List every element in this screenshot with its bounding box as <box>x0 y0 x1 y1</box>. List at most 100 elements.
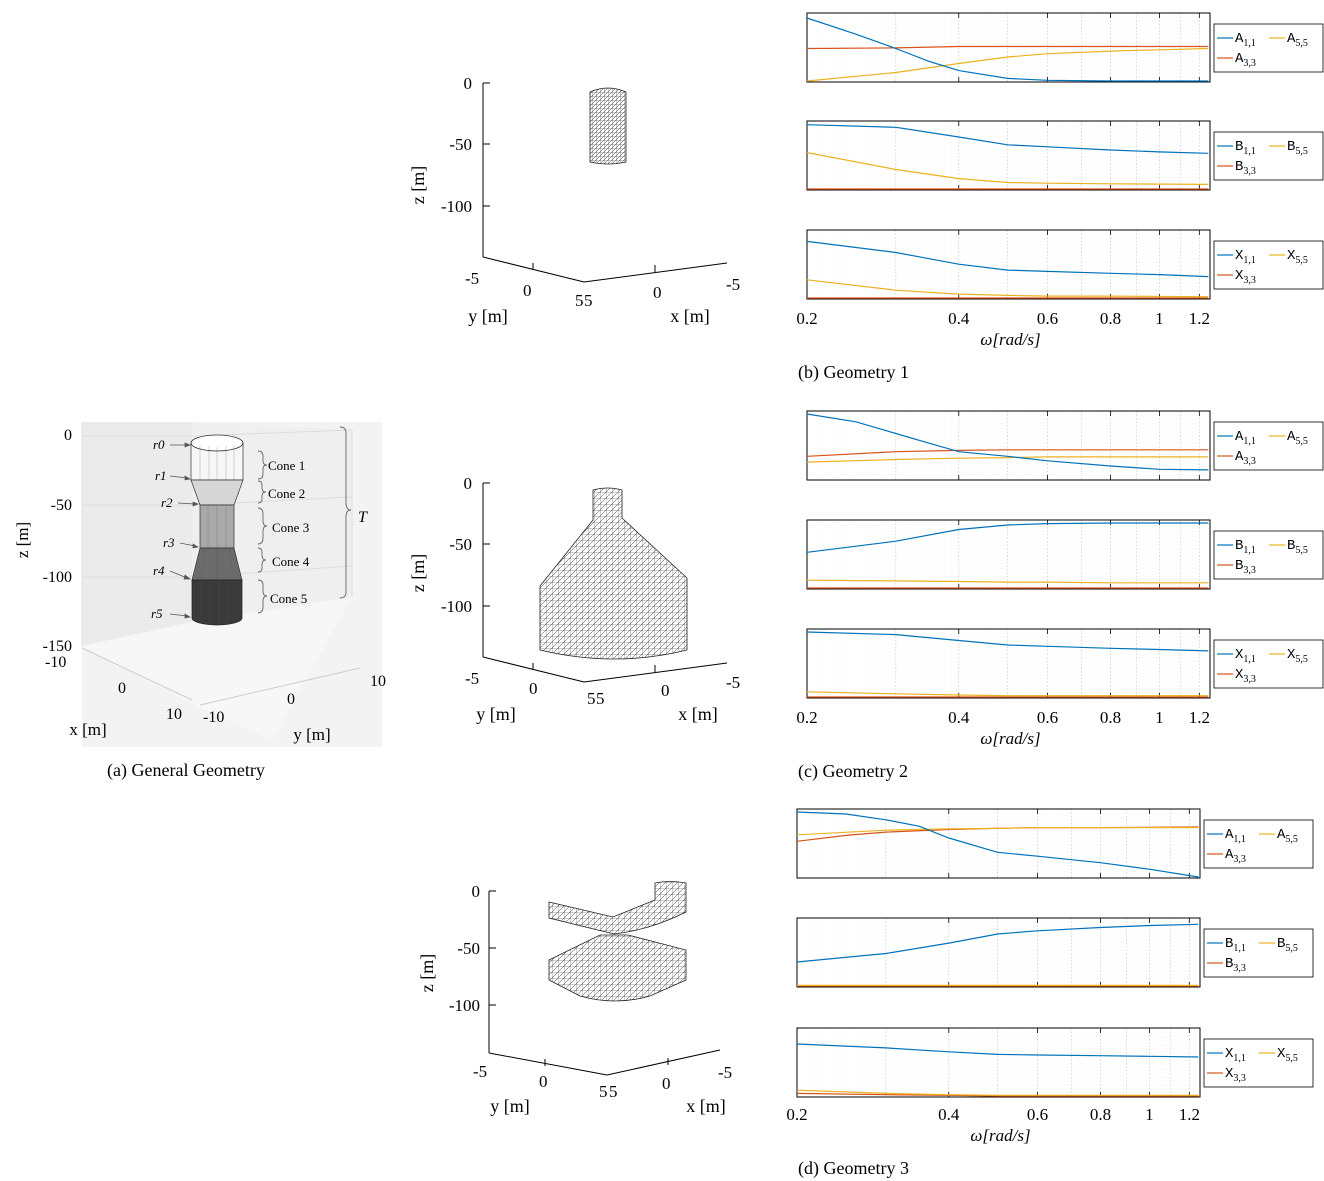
mesh-y-label: y [m] <box>468 306 508 326</box>
cone-facets <box>199 445 235 625</box>
panel-frame <box>796 917 1201 988</box>
series-line-A3-3 <box>806 449 1209 457</box>
y-tick: 5 <box>599 1082 608 1101</box>
series-line-A1-1 <box>806 413 1209 471</box>
legend: B1,1 B5,5B3,3 <box>1203 928 1314 978</box>
mesh-axes <box>488 890 721 1076</box>
legend-entry: X1,1 <box>1207 1046 1246 1064</box>
legend-label: B1,1 <box>1235 538 1256 556</box>
mesh-x-label: x [m] <box>678 704 718 724</box>
z-tick: -100 <box>449 996 480 1015</box>
x-tick: 5 <box>609 1082 618 1101</box>
x-tick-label: 1 <box>1145 1105 1154 1124</box>
mesh-x-label: x [m] <box>686 1096 726 1116</box>
legend-label: A3,3 <box>1235 51 1256 69</box>
legend-letter: X <box>1235 647 1244 663</box>
coefficient-charts: A1,1 A5,5A3,3B1,1 B5,5B3,3X1,1 X5,5X3,30.2 0… <box>786 12 1324 1145</box>
legend-subscript: 3,3 <box>1243 456 1256 467</box>
x-tick-label: 1.2 <box>1189 708 1210 727</box>
z-tick: -50 <box>51 497 72 514</box>
y-axis-line <box>199 667 361 706</box>
legend-letter: A <box>1225 847 1234 863</box>
x-tick: 5 <box>584 291 593 310</box>
legend-box <box>1203 928 1314 978</box>
radius-arrows <box>169 442 199 619</box>
series-line-B1-1 <box>806 522 1209 553</box>
legend-entry: B1,1 <box>1217 538 1256 556</box>
x-tick: 0 <box>661 681 670 700</box>
x-tick: 10 <box>166 706 182 723</box>
x-tick-label: 0.2 <box>796 309 817 328</box>
x-tick-label: 0.6 <box>1037 708 1058 727</box>
mesh-x-ticks: 5 0 -5 <box>596 673 740 708</box>
mesh-y-ticks: -5 0 5 <box>473 1062 608 1101</box>
legend-letter: A <box>1235 51 1244 67</box>
legend-subscript: 5,5 <box>1295 545 1308 556</box>
caption-a: (a) General Geometry <box>107 760 265 780</box>
series-line-A3-3 <box>806 45 1209 50</box>
mesh-y-label: y [m] <box>476 704 516 724</box>
mesh-z-label: z [m] <box>408 166 428 204</box>
mesh-y-ticks: -5 0 5 <box>465 669 596 708</box>
series-line-X1-1 <box>806 631 1209 652</box>
radius-label-r4: r4 <box>153 563 165 578</box>
legend-entry: A3,3 <box>1207 847 1246 865</box>
y-tick: 5 <box>575 291 584 310</box>
legend-letter: B <box>1287 139 1295 155</box>
caption-b: (b) Geometry 1 <box>798 362 909 382</box>
panel-frame <box>806 229 1211 300</box>
x-tick-label: 0.4 <box>948 309 970 328</box>
x-tick-label: 0.8 <box>1100 309 1121 328</box>
cone-label-5: Cone 5 <box>270 591 307 606</box>
x-tick: 0 <box>118 680 126 697</box>
general-y-ticks: -10 0 10 <box>203 673 386 726</box>
legend-entry: X1,1 <box>1217 647 1256 665</box>
legend-subscript: 3,3 <box>1243 58 1256 69</box>
cone-5 <box>191 579 243 626</box>
cone-labels: Cone 1 Cone 2 Cone 3 Cone 4 Cone 5 T <box>268 458 368 606</box>
floor <box>82 597 352 740</box>
series-line-X5-5 <box>796 1089 1199 1096</box>
legend-box <box>1203 819 1314 869</box>
legend-subscript: 5,5 <box>1285 943 1298 954</box>
draft-label: T <box>358 509 368 526</box>
mesh-z-ticks: 0 -50 -100 <box>441 474 472 616</box>
legend: A1,1 A5,5A3,3 <box>1213 421 1324 471</box>
cone-label-4: Cone 4 <box>272 554 310 569</box>
mesh-upper-body <box>548 881 687 935</box>
legend-label: A5,5 <box>1277 827 1298 845</box>
panel-frame <box>796 1027 1201 1098</box>
panel-frame <box>806 12 1211 83</box>
panel-frame <box>796 808 1201 879</box>
legend-label: A1,1 <box>1235 31 1256 49</box>
legend-label: B1,1 <box>1235 139 1256 157</box>
legend-subscript: 3,3 <box>1233 854 1246 865</box>
x-tick-label: 1.2 <box>1179 1105 1200 1124</box>
legend-entry: B5,5 <box>1259 936 1298 954</box>
legend-label: X1,1 <box>1235 647 1256 665</box>
x-tick: 5 <box>596 689 605 708</box>
mesh-plot-geometry-1: 0 -50 -100 z [m] -5 0 5 y [m] 5 0 -5 x [… <box>408 74 740 326</box>
legend-letter: B <box>1225 936 1233 952</box>
legend-subscript: 3,3 <box>1233 1073 1246 1084</box>
legend-letter: X <box>1235 248 1244 264</box>
x-tick-label: 0.6 <box>1027 1105 1048 1124</box>
series-line-A1-1 <box>796 811 1199 878</box>
z-tick: -50 <box>457 939 480 958</box>
cone-braces <box>257 426 352 614</box>
mesh-body <box>539 487 688 660</box>
y-tick: 5 <box>587 689 596 708</box>
legend-subscript: 5,5 <box>1295 255 1308 266</box>
legend-entry: B3,3 <box>1217 558 1256 576</box>
mesh-z-ticks: 0 -50 -100 <box>449 882 480 1015</box>
legend-label: X5,5 <box>1287 248 1308 266</box>
legend-letter: X <box>1287 248 1296 264</box>
legend-box <box>1203 1038 1314 1088</box>
legend-subscript: 1,1 <box>1243 545 1256 556</box>
z-tick: 0 <box>472 882 481 901</box>
chart-panel: A1,1 A5,5A3,3 <box>796 808 1314 879</box>
legend-box <box>1213 23 1324 73</box>
x-axis-label: ω[rad/s] <box>970 1126 1030 1145</box>
mesh-axes <box>482 82 728 283</box>
general-x-label: x [m] <box>69 720 106 739</box>
